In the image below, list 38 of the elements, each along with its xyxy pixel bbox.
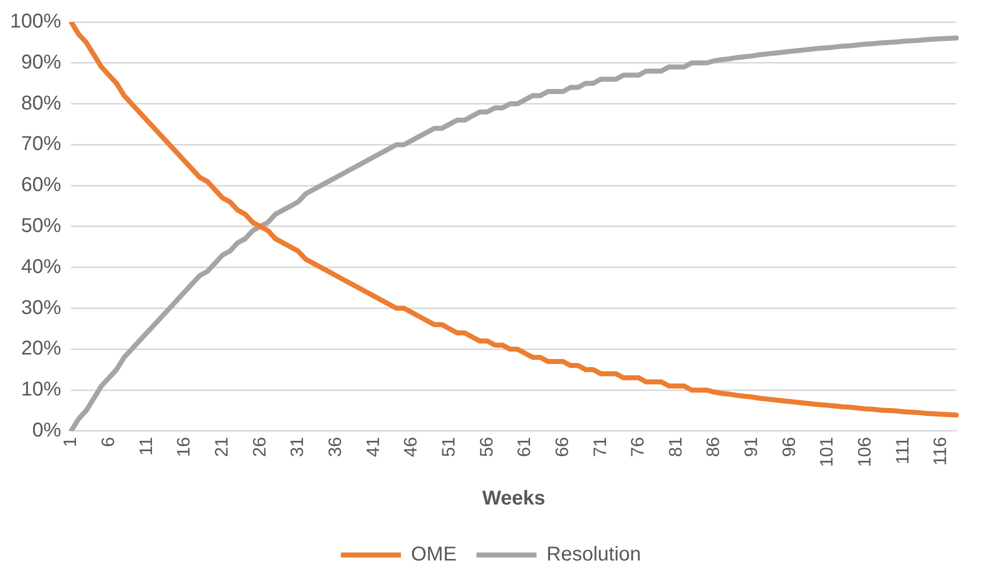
- x-tick-label: 11: [136, 436, 156, 456]
- y-tick-label: 80%: [21, 92, 62, 114]
- x-tick-label: 61: [514, 436, 534, 457]
- x-tick-label: 111: [892, 436, 912, 464]
- x-tick-label: 81: [665, 436, 686, 457]
- x-axis-title: Weeks: [482, 488, 546, 510]
- y-tick-label: 70%: [21, 133, 62, 156]
- x-tick-label: 116: [930, 436, 950, 466]
- x-tick-label: 66: [552, 436, 572, 457]
- x-tick-label: 46: [400, 436, 421, 457]
- y-tick-label: 90%: [21, 51, 62, 74]
- x-tick-label: 76: [628, 436, 648, 457]
- x-tick-label: 91: [741, 436, 762, 457]
- x-tick-label: 31: [287, 436, 308, 457]
- y-tick-label: 60%: [21, 174, 62, 196]
- x-tick-label: 21: [211, 436, 232, 457]
- y-tick-label: 30%: [21, 296, 62, 319]
- y-tick-label: 50%: [21, 215, 62, 237]
- y-tick-label: 0%: [32, 419, 62, 442]
- x-tick-label: 96: [778, 436, 799, 457]
- x-tick-label: 51: [438, 436, 458, 457]
- y-tick-label: 20%: [21, 338, 62, 360]
- x-tick-label: 86: [703, 436, 724, 457]
- y-tick-label: 40%: [21, 256, 62, 278]
- legend-label: OME: [410, 544, 457, 566]
- x-tick-label: 6: [98, 436, 118, 447]
- legend-label: Resolution: [546, 544, 642, 566]
- y-tick-label: 100%: [10, 10, 62, 33]
- x-tick-label: 101: [816, 436, 837, 468]
- x-tick-label: 41: [362, 436, 383, 457]
- x-tick-label: 106: [854, 436, 875, 468]
- x-tick-label: 56: [476, 436, 496, 457]
- y-tick-label: 10%: [21, 378, 62, 401]
- x-tick-label: 36: [324, 436, 345, 457]
- x-tick-label: 16: [174, 436, 194, 457]
- x-tick-label: 26: [249, 436, 270, 457]
- x-tick-label: 71: [590, 436, 610, 457]
- x-tick-label: 1: [60, 436, 80, 447]
